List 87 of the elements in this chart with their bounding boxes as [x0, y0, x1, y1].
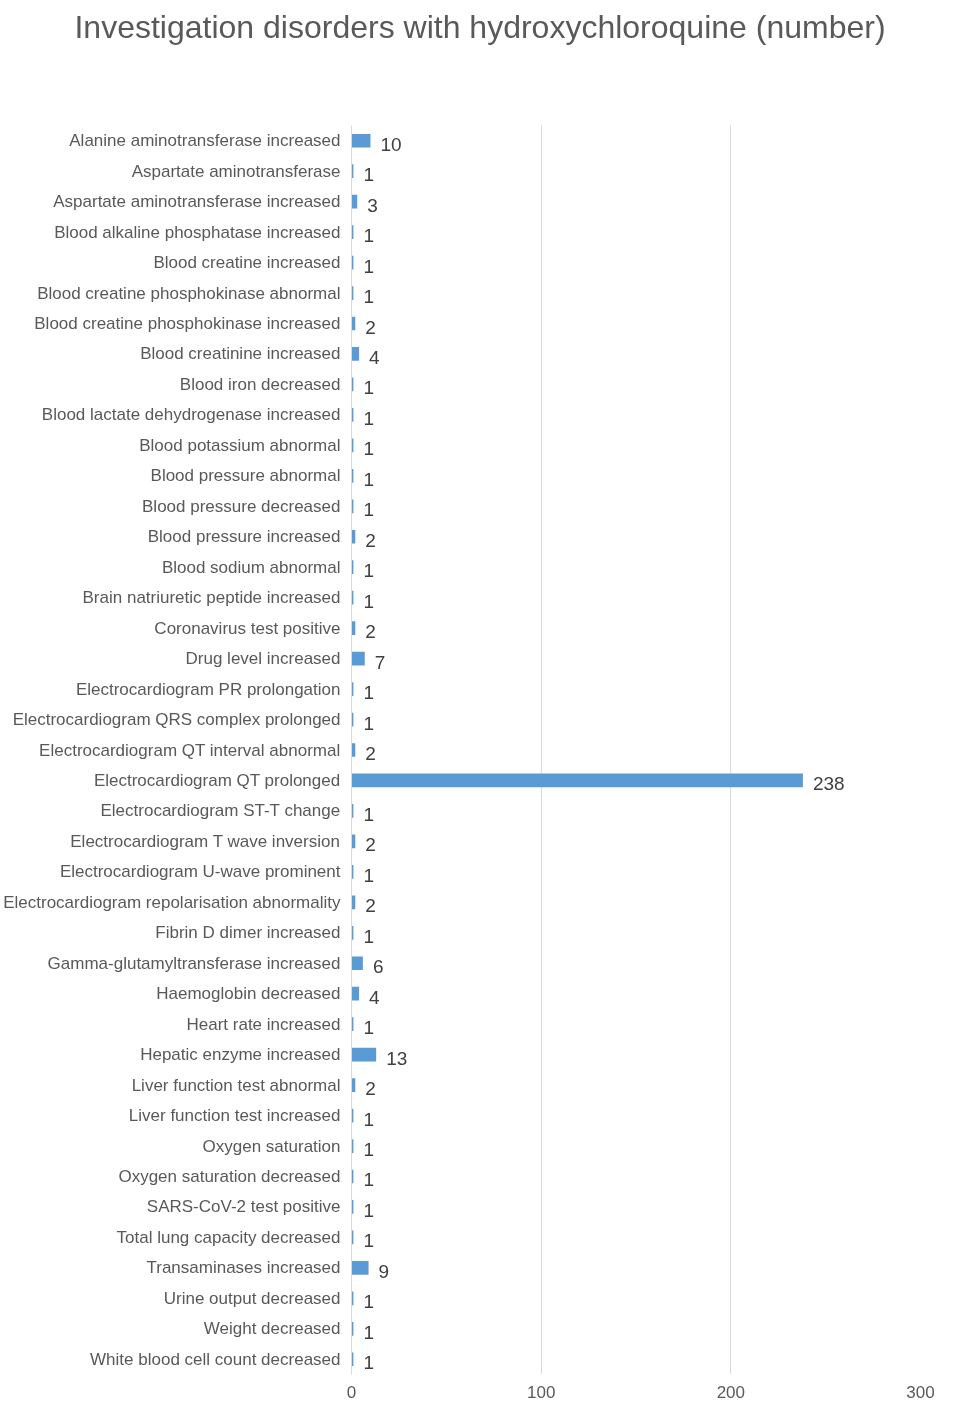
data-label: 3	[367, 194, 378, 216]
data-label: 1	[363, 1199, 374, 1221]
data-label: 1	[363, 407, 374, 429]
data-label: 1	[363, 468, 374, 490]
y-tick-label: Coronavirus test positive	[154, 618, 341, 638]
y-tick-label: Blood alkaline phosphatase increased	[54, 222, 341, 242]
y-tick-label: Liver function test increased	[128, 1106, 341, 1126]
data-label: 2	[365, 1078, 376, 1100]
y-tick-label: Electrocardiogram QRS complex prolonged	[12, 710, 341, 730]
data-label: 2	[365, 743, 376, 764]
y-tick-label: Blood potassium abnormal	[139, 435, 341, 455]
y-tick-label: Drug level increased	[185, 649, 341, 669]
data-label: 1	[363, 1230, 374, 1252]
data-label: 4	[369, 346, 381, 368]
data-label: 4	[369, 986, 381, 1008]
x-tick-label: 300	[906, 1382, 935, 1402]
y-tick-label: Aspartate aminotransferase	[131, 161, 341, 181]
y-tick-label: Alanine aminotransferase increased	[69, 131, 341, 151]
data-label: 6	[372, 956, 384, 978]
data-label: 2	[365, 834, 376, 856]
y-tick-label: Brain natriuretic peptide increased	[82, 588, 341, 608]
data-label: 1	[363, 925, 374, 947]
data-label: 1	[363, 438, 374, 460]
data-label: 1	[363, 499, 374, 521]
y-tick-label: Electrocardiogram repolarisation abnormality	[3, 892, 341, 912]
y-tick-label: SARS-CoV-2 test positive	[146, 1197, 341, 1217]
data-label: 13	[386, 1047, 408, 1069]
y-tick-label: Blood pressure decreased	[142, 496, 341, 516]
data-label: 1	[363, 286, 374, 308]
y-tick-label: Blood creatine phosphokinase increased	[34, 314, 341, 334]
y-tick-label: Blood lactate dehydrogenase increased	[41, 405, 341, 425]
y-tick-label: Urine output decreased	[163, 1288, 341, 1308]
data-label: 1	[363, 1017, 374, 1039]
y-tick-label: Blood creatine phosphokinase abnormal	[37, 283, 341, 303]
data-label: 2	[365, 895, 376, 917]
y-tick-label: Hepatic enzyme increased	[140, 1045, 341, 1065]
x-tick-label: 100	[526, 1382, 556, 1402]
y-tick-label: Oxygen saturation	[202, 1136, 341, 1156]
data-label: 1	[363, 377, 374, 399]
y-tick-label: Electrocardiogram U-wave prominent	[59, 862, 341, 882]
data-label: 1	[363, 560, 374, 582]
y-tick-label: Aspartate aminotransferase increased	[53, 192, 341, 212]
y-tick-label: Blood creatine increased	[153, 253, 341, 273]
y-tick-label: Blood pressure abnormal	[150, 466, 341, 486]
y-tick-label: Haemoglobin decreased	[156, 984, 341, 1004]
y-tick-label: Transaminases increased	[146, 1258, 341, 1278]
y-tick-label: Oxygen saturation decreased	[118, 1166, 341, 1186]
data-label: 2	[365, 621, 376, 643]
y-tick-label: Electrocardiogram QT interval abnormal	[39, 740, 341, 760]
data-label: 9	[378, 1260, 390, 1282]
data-label: 1	[363, 864, 374, 886]
y-tick-label: White blood cell count decreased	[90, 1349, 341, 1369]
data-label: 1	[363, 164, 374, 186]
data-label: 1	[363, 803, 374, 825]
data-label: 2	[365, 316, 376, 338]
y-tick-label: Total lung capacity decreased	[116, 1227, 341, 1247]
data-label: 7	[374, 651, 386, 673]
data-label: 1	[363, 712, 374, 734]
y-tick-label: Liver function test abnormal	[131, 1075, 341, 1095]
data-label: 2	[365, 529, 376, 551]
data-label: 1	[363, 255, 374, 277]
y-tick-label: Blood pressure increased	[147, 527, 341, 547]
y-tick-label: Blood sodium abnormal	[161, 557, 341, 577]
data-label: 1	[363, 1108, 374, 1130]
y-tick-label: Electrocardiogram QT prolonged	[93, 770, 341, 790]
x-tick-label: 200	[716, 1382, 746, 1402]
data-label: 1	[363, 1139, 374, 1161]
data-label: 1	[363, 1321, 374, 1343]
data-label: 1	[363, 225, 374, 247]
y-tick-label: Electrocardiogram ST-T change	[100, 801, 341, 821]
data-label: 1	[363, 590, 374, 612]
y-tick-label: Electrocardiogram T wave inversion	[70, 831, 340, 851]
y-tick-label: Fibrin D dimer increased	[155, 923, 341, 943]
data-label: 10	[380, 133, 402, 155]
chart-title: Investigation disorders with hydroxychloroquine (number)	[74, 8, 886, 47]
y-tick-label: Gamma-glutamyltransferase increased	[47, 953, 341, 973]
y-tick-label: Weight decreased	[203, 1319, 341, 1339]
data-label: 1	[363, 1352, 374, 1374]
data-label: 238	[812, 773, 845, 795]
x-tick-label: 0	[346, 1382, 357, 1402]
y-tick-label: Heart rate increased	[186, 1014, 341, 1034]
y-tick-label: Blood iron decreased	[179, 374, 341, 394]
data-label: 1	[363, 1291, 374, 1313]
data-label: 1	[363, 682, 374, 704]
y-tick-label: Electrocardiogram PR prolongation	[75, 679, 341, 699]
data-label: 1	[363, 1169, 374, 1191]
y-tick-label: Blood creatinine increased	[140, 344, 341, 364]
